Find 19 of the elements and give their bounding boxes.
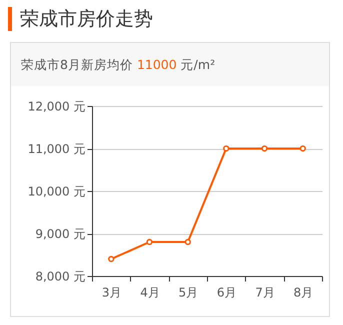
x-tick-label: 7月 [255,286,275,300]
x-tick-label: 6月 [216,286,236,300]
y-tick-label: 12,000 元 [28,100,86,114]
x-tick-label: 4月 [140,286,160,300]
chart-subtitle: 荣成市8月新房均价 11000 元/m² [11,43,329,86]
y-tick-label: 11,000 元 [28,142,86,156]
point [184,238,191,246]
y-tick-label: 9,000 元 [35,227,86,241]
point [300,145,306,152]
x-tick-label: 5月 [178,286,198,300]
y-tick-label: 8,000 元 [35,270,86,284]
y-tick-label: 10,000 元 [28,184,86,198]
point [261,145,268,152]
chart-title: 荣成市房价走势 [8,7,153,31]
point [108,256,114,262]
point [146,238,153,246]
x-tick-label: 8月 [294,286,314,300]
x-tick-label: 3月 [102,286,122,300]
point [223,145,230,152]
